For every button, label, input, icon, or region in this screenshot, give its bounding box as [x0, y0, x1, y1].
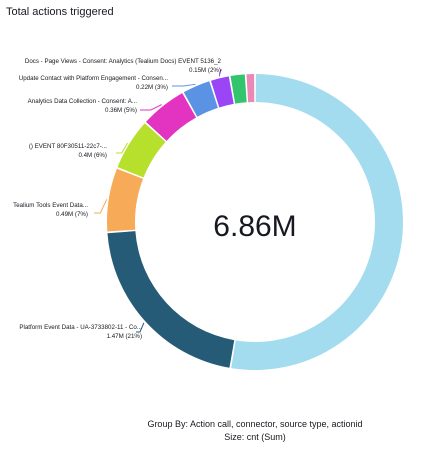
slice-value-label: 0.15M (2%): [189, 67, 221, 74]
label-leader-line: [172, 83, 196, 87]
slice-value-label: 0.49M (7%): [56, 211, 88, 218]
chart-title: Total actions triggered: [6, 6, 114, 18]
donut-slice[interactable]: [106, 168, 144, 232]
size-caption: Size: cnt (Sum): [224, 432, 286, 442]
label-leader-line: [94, 199, 108, 214]
label-leader-line: [136, 322, 145, 333]
slice-name-label: Analytics Data Collection - Consent: A..…: [28, 98, 138, 105]
label-leader-line: [218, 69, 222, 77]
label-leader-line: [116, 142, 128, 154]
donut-slice[interactable]: [231, 74, 404, 370]
donut-slice[interactable]: [107, 231, 235, 368]
donut-slice[interactable]: [246, 74, 255, 103]
slice-value-label: 0.22M (3%): [136, 84, 168, 91]
label-leader-line: [140, 104, 162, 111]
slice-name-label: Docs - Page Views - Consent: Analytics (…: [25, 58, 222, 65]
slice-name-label: () EVENT 80F30511-22c7-...: [29, 143, 107, 150]
donut-slice[interactable]: [210, 76, 234, 108]
total-value: 6.86M: [213, 210, 296, 243]
slice-name-label: Platform Event Data - UA-3733802-11 - Co…: [19, 324, 142, 331]
donut-slice[interactable]: [230, 74, 247, 104]
donut-slice[interactable]: [183, 81, 218, 117]
slice-name-label: Update Contact with Platform Engagement …: [19, 75, 169, 82]
slice-name-label: Tealium Tools Event Data...: [13, 202, 88, 209]
donut-slice[interactable]: [145, 93, 197, 141]
slice-value-label: 0.36M (5%): [105, 107, 137, 114]
slice-value-label: 1.47M (21%): [107, 333, 142, 340]
donut-slice[interactable]: [117, 123, 166, 178]
group-by-caption: Group By: Action call, connector, source…: [147, 419, 363, 429]
slice-value-label: 0.4M (6%): [78, 152, 107, 159]
